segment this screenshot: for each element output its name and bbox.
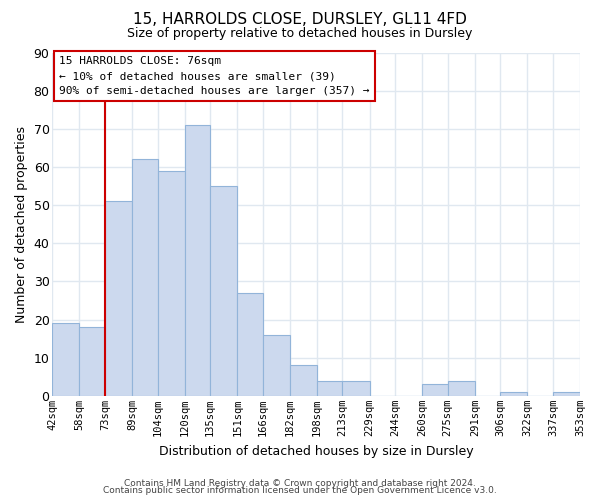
Y-axis label: Number of detached properties: Number of detached properties bbox=[15, 126, 28, 322]
Bar bbox=[79, 327, 105, 396]
Bar bbox=[317, 380, 343, 396]
Bar bbox=[185, 125, 210, 396]
Text: Contains public sector information licensed under the Open Government Licence v3: Contains public sector information licen… bbox=[103, 486, 497, 495]
Bar bbox=[290, 366, 317, 396]
Bar bbox=[448, 380, 475, 396]
Text: 15 HARROLDS CLOSE: 76sqm
← 10% of detached houses are smaller (39)
90% of semi-d: 15 HARROLDS CLOSE: 76sqm ← 10% of detach… bbox=[59, 56, 370, 96]
Bar bbox=[132, 160, 158, 396]
Bar bbox=[210, 186, 237, 396]
Bar bbox=[553, 392, 580, 396]
Bar bbox=[105, 202, 132, 396]
Bar bbox=[422, 384, 448, 396]
Bar bbox=[500, 392, 527, 396]
X-axis label: Distribution of detached houses by size in Dursley: Distribution of detached houses by size … bbox=[159, 444, 473, 458]
Text: Size of property relative to detached houses in Dursley: Size of property relative to detached ho… bbox=[127, 28, 473, 40]
Bar bbox=[158, 171, 185, 396]
Bar bbox=[343, 380, 370, 396]
Bar bbox=[52, 324, 79, 396]
Bar bbox=[263, 335, 290, 396]
Text: 15, HARROLDS CLOSE, DURSLEY, GL11 4FD: 15, HARROLDS CLOSE, DURSLEY, GL11 4FD bbox=[133, 12, 467, 28]
Bar bbox=[237, 293, 263, 396]
Text: Contains HM Land Registry data © Crown copyright and database right 2024.: Contains HM Land Registry data © Crown c… bbox=[124, 478, 476, 488]
